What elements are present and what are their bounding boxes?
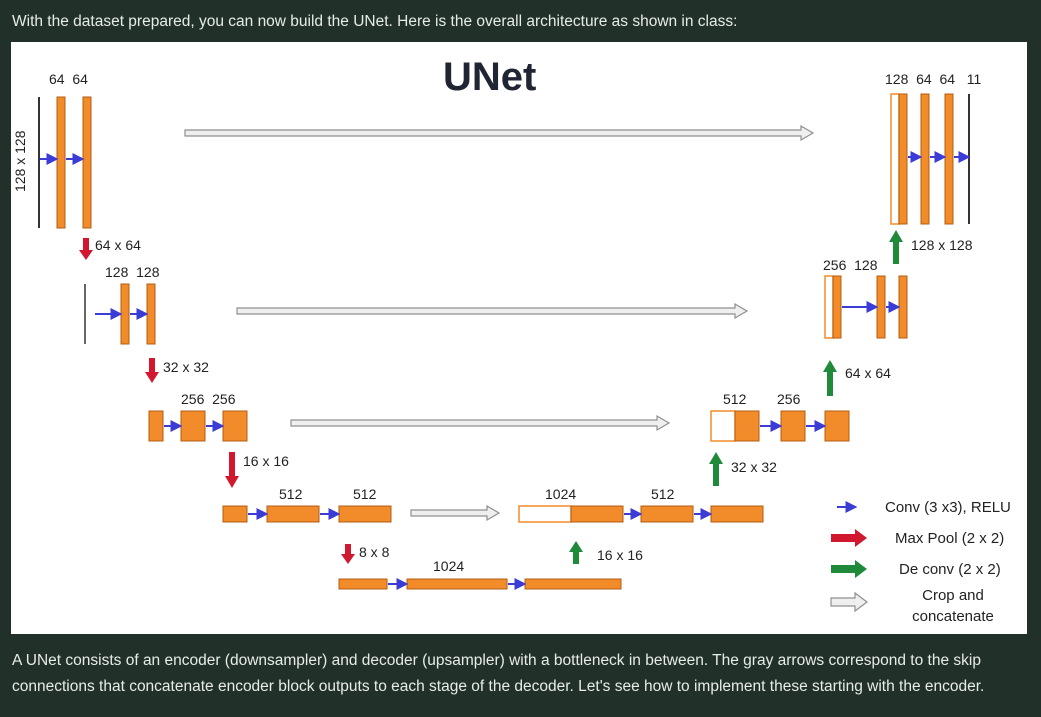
d3-channel-b-label: 256	[777, 391, 801, 407]
deconv-arrow	[893, 242, 899, 264]
feature-map-block	[898, 93, 908, 225]
feature-map-block	[780, 410, 806, 442]
intro-text: With the dataset prepared, you can now b…	[12, 13, 738, 30]
feature-map-block	[944, 93, 954, 225]
feature-map-block	[56, 96, 66, 229]
cropped-map-block	[824, 275, 834, 339]
deconv-arrow	[827, 372, 833, 396]
l1-channels-label: 64 64	[49, 71, 88, 87]
skip-connection-arrow	[290, 414, 671, 432]
l2-channels-label: 128 128	[105, 264, 160, 280]
d2-channels-label: 256 128	[823, 257, 878, 273]
legend-deconv-label: De conv (2 x 2)	[899, 561, 1001, 578]
d4-channel-b-label: 512	[651, 486, 675, 502]
bottom-channels-label: 1024	[433, 558, 464, 574]
feature-map-block	[824, 410, 850, 442]
up3-size-label: 32 x 32	[731, 459, 777, 475]
outro-text: A UNet consists of an encoder (downsampl…	[12, 652, 985, 695]
diagram-title: UNet	[443, 55, 536, 99]
l4-channel-a-label: 512	[279, 486, 303, 502]
d4-channel-a-label: 1024	[545, 486, 576, 502]
legend-concat-label-1: Crop and	[922, 587, 984, 604]
maxpool-arrow	[83, 238, 89, 250]
cropped-map-block	[890, 93, 900, 225]
legend-conv-label: Conv (3 x3), RELU	[885, 499, 1011, 516]
maxpool-arrow-head	[225, 476, 239, 488]
skip-connection-arrow	[236, 302, 749, 320]
feature-map-block	[710, 505, 764, 523]
deconv-arrow-head	[823, 360, 837, 372]
feature-map-block	[120, 283, 130, 345]
feature-map-block	[222, 410, 248, 442]
feature-map-block	[338, 578, 388, 590]
legend: Conv (3 x3), RELU Max Pool (2 x 2) De co…	[830, 499, 1011, 625]
unet-diagram: UNet 64 64 128 x 128 64 x 64 128 128 32 …	[11, 42, 1027, 634]
cropped-map-block	[710, 410, 736, 442]
feature-map-block	[524, 578, 622, 590]
down4-size-label: 8 x 8	[359, 544, 390, 560]
legend-deconv-arrow	[831, 560, 867, 578]
feature-map-block	[876, 275, 886, 339]
deconv-arrow	[713, 464, 719, 486]
feature-map-block	[570, 505, 624, 523]
down1-size-label: 64 x 64	[95, 237, 141, 253]
skip-connection-arrow	[410, 504, 501, 522]
deconv-arrow-head	[889, 230, 903, 242]
d1-channels-label: 128 64 64 11	[885, 71, 981, 87]
deconv-arrow-head	[709, 452, 723, 464]
maxpool-arrow	[229, 452, 235, 476]
feature-map-block	[920, 93, 930, 225]
skip-connection-arrow	[184, 124, 815, 142]
deconv-arrow-head	[569, 541, 583, 552]
maxpool-arrow-head	[79, 250, 93, 260]
up1-size-label: 128 x 128	[911, 237, 973, 253]
legend-concat-arrow	[830, 591, 868, 613]
feature-map-block	[406, 578, 508, 590]
l3-channels-label: 256 256	[181, 391, 236, 407]
feature-map-block	[146, 283, 156, 345]
legend-pool-label: Max Pool (2 x 2)	[895, 530, 1004, 547]
feature-map-block	[640, 505, 694, 523]
unet-diagram-svg: UNet 64 64 128 x 128 64 x 64 128 128 32 …	[12, 55, 1011, 625]
l4-channel-b-label: 512	[353, 486, 377, 502]
legend-concat-label-2: concatenate	[912, 608, 994, 625]
feature-map-block	[180, 410, 206, 442]
feature-map-block	[82, 96, 92, 229]
d3-channel-a-label: 512	[723, 391, 747, 407]
up4-size-label: 16 x 16	[597, 547, 643, 563]
maxpool-arrow	[345, 544, 351, 554]
up2-size-label: 64 x 64	[845, 365, 891, 381]
feature-map-block	[148, 410, 164, 442]
feature-map-block	[734, 410, 760, 442]
feature-map-block	[898, 275, 908, 339]
feature-map-block	[222, 505, 248, 523]
legend-pool-arrow	[831, 529, 867, 547]
cropped-map-block	[518, 505, 572, 523]
maxpool-arrow-head	[341, 554, 355, 564]
feature-map-block	[832, 275, 842, 339]
maxpool-arrow	[149, 358, 155, 372]
l1-size-label: 128 x 128	[12, 130, 28, 192]
down3-size-label: 16 x 16	[243, 453, 289, 469]
deconv-arrow	[573, 552, 579, 564]
feature-map-block	[266, 505, 320, 523]
down2-size-label: 32 x 32	[163, 359, 209, 375]
maxpool-arrow-head	[145, 372, 159, 383]
feature-map-block	[338, 505, 392, 523]
